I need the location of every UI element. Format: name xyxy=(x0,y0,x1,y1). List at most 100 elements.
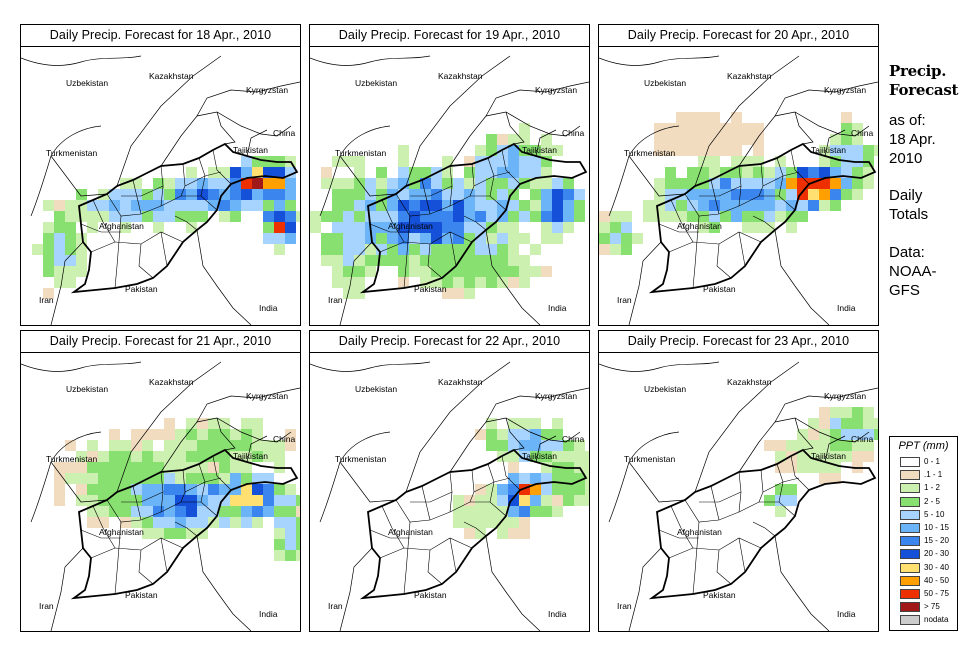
precip-cell xyxy=(387,244,398,255)
map-label-china: China xyxy=(562,434,584,444)
precip-cell xyxy=(530,211,541,222)
precip-cell xyxy=(175,189,186,200)
precip-cell xyxy=(676,145,687,156)
precip-cell xyxy=(65,473,76,484)
precip-cell xyxy=(574,484,585,495)
precip-cell xyxy=(563,484,574,495)
precip-cell xyxy=(863,145,874,156)
province-boundary xyxy=(710,179,720,215)
legend-swatch xyxy=(900,536,920,547)
map-label-turkmenistan: Turkmenistan xyxy=(335,148,386,158)
totals-block: Daily Totals xyxy=(889,186,928,224)
province-boundary xyxy=(410,185,453,197)
legend-swatch xyxy=(900,575,920,586)
country-boundary xyxy=(319,431,391,523)
country-boundary xyxy=(794,111,814,145)
precip-cell xyxy=(76,244,87,255)
precip-cell xyxy=(541,266,552,277)
map-label-afghanistan: Afghanistan xyxy=(99,527,144,537)
province-boundary xyxy=(132,179,142,215)
province-boundary xyxy=(80,223,121,233)
precip-cell xyxy=(654,134,665,145)
precip-cell xyxy=(786,167,797,178)
country-boundary xyxy=(160,111,292,167)
precip-cell xyxy=(519,156,530,167)
precip-cell xyxy=(486,495,497,506)
precip-cell xyxy=(742,200,753,211)
precip-cell xyxy=(65,255,76,266)
precip-cell xyxy=(874,429,878,440)
precip-cell xyxy=(343,222,354,233)
precip-cell xyxy=(65,440,76,451)
province-boundary xyxy=(90,537,184,559)
asof-date-line2: 2010 xyxy=(889,150,923,167)
precip-cell xyxy=(65,222,76,233)
precip-cell xyxy=(387,211,398,222)
precip-cell xyxy=(563,178,574,189)
precip-cell xyxy=(285,429,296,440)
precip-cell xyxy=(541,506,552,517)
map-label-afghanistan: Afghanistan xyxy=(677,221,722,231)
precip-cell xyxy=(786,440,797,451)
precip-cell xyxy=(519,517,530,528)
precip-cell xyxy=(321,211,332,222)
map-label-uzbekistan: Uzbekistan xyxy=(66,384,108,394)
precip-cell xyxy=(764,167,775,178)
precip-cell xyxy=(263,200,274,211)
country-boundary xyxy=(535,435,557,463)
precip-cell xyxy=(475,528,486,539)
precip-cell xyxy=(376,222,387,233)
country-boundary xyxy=(21,361,142,372)
precip-cell xyxy=(252,484,263,495)
precip-cell xyxy=(387,233,398,244)
precip-cell xyxy=(475,145,486,156)
precip-cell xyxy=(197,211,208,222)
precip-cell xyxy=(852,451,863,462)
precip-cell xyxy=(354,211,365,222)
precip-cell xyxy=(186,517,197,528)
precip-cell xyxy=(486,211,497,222)
precip-cell xyxy=(131,451,142,462)
precip-map: Uzbekistan Kazakhstan Kyrgyzstan China Turkm… xyxy=(310,55,589,325)
country-boundary xyxy=(485,229,541,325)
precip-cell xyxy=(563,222,574,233)
precip-cell xyxy=(563,451,574,462)
precip-cell xyxy=(731,178,742,189)
precip-cell xyxy=(285,528,296,539)
precip-cell xyxy=(332,189,343,200)
precip-cell xyxy=(332,277,343,288)
panel-title: Daily Precip. Forecast for 22 Apr., 2010 xyxy=(310,331,589,353)
precip-cell xyxy=(252,495,263,506)
precip-cell xyxy=(332,233,343,244)
country-boundary xyxy=(246,435,268,463)
precip-cell xyxy=(486,156,497,167)
precip-cell xyxy=(54,473,65,484)
precip-cell xyxy=(186,484,197,495)
precip-cell xyxy=(764,178,775,189)
precip-cell xyxy=(574,440,585,451)
precip-cell xyxy=(486,145,497,156)
precip-cell xyxy=(365,255,376,266)
precip-cell xyxy=(863,440,874,451)
precip-cell xyxy=(354,167,365,178)
precip-cell xyxy=(753,189,764,200)
precip-cell xyxy=(376,167,387,178)
precip-cell xyxy=(76,484,87,495)
precip-cell xyxy=(365,244,376,255)
precip-cell xyxy=(808,418,819,429)
precip-cell xyxy=(797,189,808,200)
province-boundary xyxy=(403,215,411,289)
precip-cell xyxy=(87,495,98,506)
country-boundary xyxy=(196,535,252,631)
precip-cell xyxy=(409,167,420,178)
precip-cell xyxy=(208,200,219,211)
precip-cell xyxy=(775,506,786,517)
precip-cell xyxy=(453,517,464,528)
precip-cell xyxy=(731,200,742,211)
precip-cell xyxy=(285,550,296,561)
precip-cell xyxy=(164,200,175,211)
precip-cell xyxy=(263,484,274,495)
precip-cell xyxy=(541,440,552,451)
precip-cell xyxy=(186,495,197,506)
precip-cell xyxy=(109,484,120,495)
